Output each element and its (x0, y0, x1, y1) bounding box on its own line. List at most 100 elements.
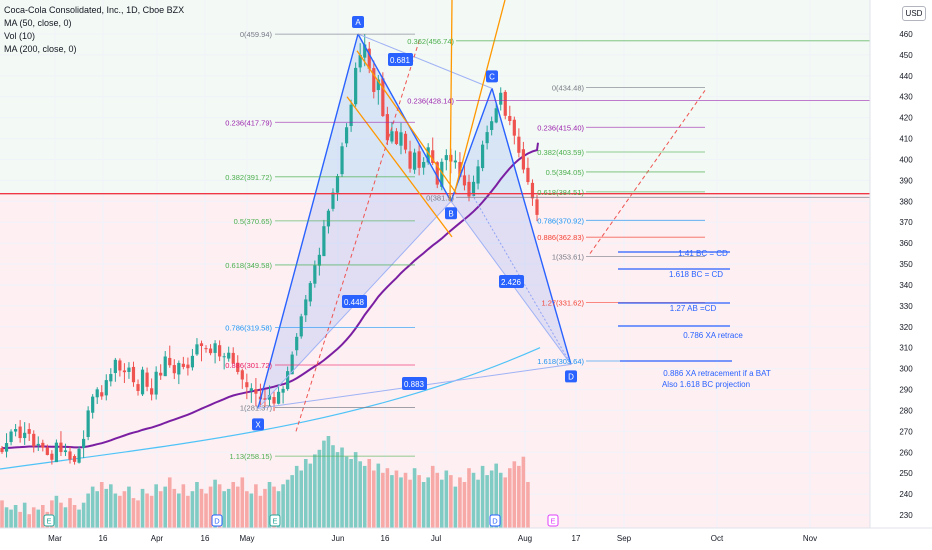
volume-bar (485, 475, 489, 528)
volume-bar (31, 507, 36, 528)
volume-bar (353, 452, 358, 528)
event-marker-label: E (46, 517, 51, 526)
candle (385, 114, 389, 141)
candle (354, 67, 358, 105)
volume-bar (517, 465, 521, 528)
volume-bar (421, 482, 426, 528)
event-marker-label: E (272, 517, 277, 526)
fib-bc-label: 1(353.61) (552, 252, 585, 261)
candle (68, 451, 72, 460)
event-marker (269, 514, 281, 527)
volume-bar (399, 477, 403, 528)
y-tick-label: 240 (899, 490, 913, 499)
candle (163, 356, 167, 377)
pattern-leg (491, 88, 572, 365)
volume-bar (204, 493, 208, 528)
candle (426, 147, 430, 163)
volume-bar (408, 479, 412, 528)
y-tick-label: 330 (899, 302, 913, 311)
candle (458, 161, 462, 177)
candle (95, 389, 99, 398)
candle (281, 388, 285, 393)
volume-bar (503, 477, 508, 528)
volume-bar (317, 449, 322, 528)
volume-bar (489, 470, 494, 528)
candle (480, 144, 485, 169)
candle (431, 150, 435, 164)
volume-bar (213, 479, 217, 528)
volume-bar (371, 470, 376, 528)
volume-bar (430, 465, 435, 528)
volume-bar (521, 456, 526, 528)
y-tick-label: 420 (899, 114, 913, 123)
pattern-point-label: X (255, 420, 261, 429)
candle (59, 442, 63, 453)
y-tick-label: 250 (899, 469, 913, 478)
volume-bar (308, 463, 313, 528)
volume-bar (4, 507, 9, 528)
volume-bar (136, 500, 140, 528)
fib-xa-label: 0.382(391.72) (225, 173, 272, 182)
volume-bar (63, 507, 68, 528)
x-tick-label: Mar (48, 534, 62, 543)
x-tick-label: May (239, 534, 254, 543)
candle (363, 44, 367, 58)
candle (127, 367, 131, 372)
legend-vol: Vol (10) (4, 31, 36, 41)
volume-bar (172, 488, 177, 528)
candle (313, 265, 317, 284)
candle (499, 92, 503, 105)
volume-bar (267, 482, 272, 528)
volume-bar (362, 465, 367, 528)
volume-bar (177, 493, 181, 528)
candle (494, 108, 498, 123)
x-tick-label: Aug (518, 534, 532, 543)
candle (435, 162, 439, 185)
fib-bc-label: 0.382(403.59) (537, 148, 584, 157)
candle (399, 132, 403, 146)
y-tick-label: 360 (899, 239, 913, 248)
volume-bar (127, 486, 131, 528)
x-tick-label: 16 (99, 534, 108, 543)
volume-bar (313, 454, 317, 528)
candle (512, 119, 516, 136)
volume-bar (453, 486, 458, 528)
candle (471, 181, 476, 197)
ratio-label: 0.448 (344, 298, 365, 307)
volume-bar (118, 495, 122, 528)
volume-bar (349, 459, 353, 528)
candle (122, 370, 127, 373)
candle (295, 336, 299, 351)
volume-bar (258, 495, 263, 528)
y-tick-label: 300 (899, 365, 913, 374)
candle (172, 365, 176, 374)
volume-bar (512, 461, 517, 528)
candle (422, 161, 426, 168)
fib-xa-label: 0.5(370.65) (234, 217, 273, 226)
volume-bar (36, 509, 41, 528)
currency-button[interactable]: USD (902, 6, 926, 21)
candle (535, 199, 539, 215)
y-tick-label: 340 (899, 281, 913, 290)
candle (186, 364, 190, 369)
volume-bar (9, 509, 13, 528)
volume-bar (95, 491, 100, 528)
x-tick-label: 16 (201, 534, 210, 543)
candle (272, 397, 276, 404)
candle (32, 433, 36, 447)
fib-bc-label: 1.618(303.64) (537, 357, 584, 366)
candle (91, 396, 95, 413)
volume-bar (104, 488, 109, 528)
candle (403, 133, 408, 150)
chart-legend: Coca-Cola Consolidated, Inc., 1D, Cboe B… (4, 4, 184, 56)
x-tick-label: Jun (332, 534, 345, 543)
annotation-text: 0.886 XA retracement if a BAT (663, 369, 771, 378)
y-tick-label: 320 (899, 323, 913, 332)
candle (521, 149, 525, 170)
volume-bar (81, 502, 86, 528)
candle (0, 448, 4, 453)
fib-bc-label: 0(434.48) (552, 83, 585, 92)
candle (286, 371, 290, 390)
volume-bar (154, 484, 158, 528)
